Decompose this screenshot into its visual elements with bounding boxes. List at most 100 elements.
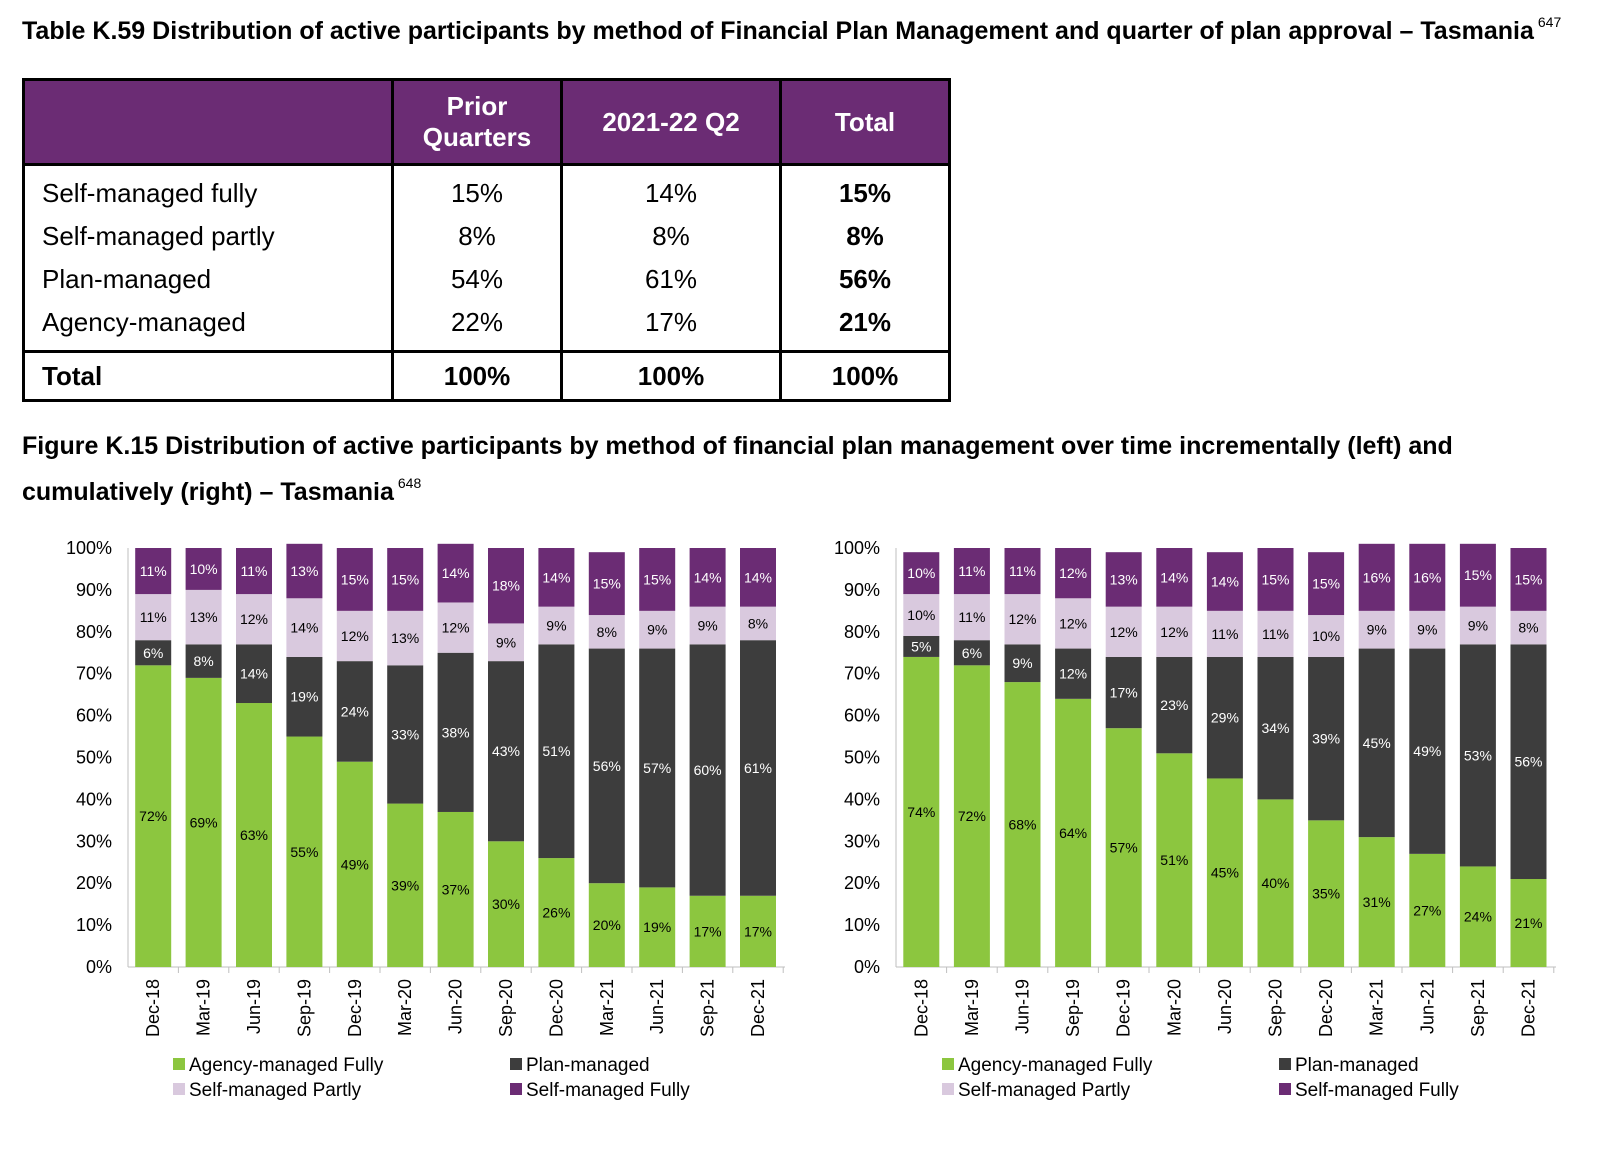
legend-swatch — [942, 1083, 954, 1095]
data-label: 14% — [442, 565, 470, 581]
figure-title-text: Figure K.15 Distribution of active parti… — [22, 432, 1453, 506]
data-label: 56% — [593, 758, 621, 774]
bar-segment — [286, 598, 323, 657]
data-label: 17% — [694, 923, 722, 939]
legend-swatch — [173, 1058, 185, 1070]
data-label: 12% — [1008, 611, 1036, 627]
data-label: 72% — [958, 808, 986, 824]
x-tick-label: Jun-21 — [1417, 979, 1437, 1034]
bar-segment — [488, 661, 524, 842]
y-tick-label: 80% — [844, 622, 880, 642]
bar-segment — [135, 640, 172, 666]
data-label: 14% — [542, 569, 570, 585]
data-label: 15% — [593, 576, 621, 592]
x-tick-label: Dec-21 — [748, 979, 768, 1037]
data-label: 12% — [240, 611, 268, 627]
bar-segment — [1257, 610, 1294, 657]
data-label: 43% — [492, 743, 520, 759]
bar-segment — [1257, 548, 1294, 611]
y-tick-label: 40% — [76, 789, 112, 809]
data-label: 12% — [1160, 624, 1188, 640]
data-label: 68% — [1008, 817, 1036, 833]
x-tick-label: Sep-19 — [294, 979, 314, 1037]
bar-segment — [387, 665, 424, 804]
bar-segment — [1156, 656, 1193, 754]
bar-segment — [336, 661, 373, 762]
data-label: 34% — [1261, 720, 1289, 736]
y-tick-label: 100% — [66, 538, 112, 558]
data-label: 16% — [1413, 569, 1441, 585]
data-label: 40% — [1261, 875, 1289, 891]
data-label: 55% — [290, 844, 318, 860]
bar-segment — [538, 606, 575, 645]
bar-segment — [953, 640, 990, 666]
bar-segment — [387, 610, 424, 666]
data-label: 8% — [597, 624, 617, 640]
bar-segment — [1004, 644, 1041, 683]
bar-segment — [1055, 648, 1092, 699]
data-label: 6% — [143, 645, 163, 661]
total-total: 100% — [779, 350, 951, 402]
data-label: 29% — [1211, 710, 1239, 726]
data-label: 23% — [1160, 697, 1188, 713]
data-label: 33% — [391, 726, 419, 742]
data-label: 13% — [391, 630, 419, 646]
y-tick-label: 30% — [844, 831, 880, 851]
bar-segment — [1257, 799, 1294, 967]
data-label: 14% — [290, 620, 318, 636]
x-tick-label: Mar-19 — [194, 979, 214, 1036]
legend-swatch — [1279, 1058, 1291, 1070]
bar-segment — [1206, 552, 1243, 611]
legend-label: Self-managed Fully — [1295, 1080, 1459, 1101]
y-tick-label: 10% — [844, 915, 880, 935]
bar-segment — [387, 803, 424, 967]
bar-segment — [953, 594, 990, 641]
bar-segment — [1206, 778, 1243, 967]
bar-segment — [639, 887, 676, 967]
cell-total: 21% — [779, 301, 951, 352]
bar-segment — [336, 610, 373, 662]
data-label: 16% — [1363, 569, 1391, 585]
bar-segment — [1358, 610, 1395, 649]
data-label: 38% — [442, 724, 470, 740]
x-tick-label: Sep-20 — [496, 979, 516, 1037]
data-label: 51% — [1160, 852, 1188, 868]
data-label: 45% — [1211, 865, 1239, 881]
y-tick-label: 90% — [844, 580, 880, 600]
cell-prior-quarters: 8% — [391, 215, 563, 258]
data-label: 8% — [193, 653, 213, 669]
bar-segment — [588, 883, 625, 967]
x-tick-label: Mar-19 — [962, 979, 982, 1036]
data-label: 35% — [1312, 886, 1340, 902]
bar-segment — [488, 841, 524, 967]
bar-segment — [1055, 698, 1092, 967]
bar-segment — [185, 644, 222, 678]
data-label: 15% — [1261, 571, 1289, 587]
data-label: 56% — [1514, 754, 1542, 770]
bar-segment — [1358, 543, 1395, 611]
data-label: 8% — [1518, 620, 1538, 636]
data-label: 9% — [1012, 655, 1032, 671]
table-title-text: Table K.59 Distribution of active partic… — [22, 17, 1534, 45]
data-label: 15% — [1514, 571, 1542, 587]
bar-segment — [538, 548, 575, 607]
data-label: 11% — [958, 563, 985, 579]
data-label: 17% — [1110, 685, 1138, 701]
bar-segment — [588, 552, 625, 616]
data-label: 45% — [1363, 735, 1391, 751]
row-label: Plan-managed — [22, 258, 394, 301]
data-label: 12% — [341, 628, 369, 644]
x-tick-label: Sep-19 — [1063, 979, 1083, 1037]
legend-label: Self-managed Partly — [189, 1080, 362, 1101]
bar-segment — [903, 552, 940, 595]
bar-segment — [1409, 648, 1446, 854]
data-label: 63% — [240, 827, 268, 843]
distribution-table: Prior Quarters 2021-22 Q2 Total Self-man… — [22, 78, 951, 402]
data-label: 15% — [1464, 567, 1492, 583]
table-footnote: 647 — [1537, 14, 1562, 30]
header-blank — [22, 78, 394, 166]
total-prior: 100% — [391, 350, 563, 402]
y-tick-label: 100% — [834, 538, 880, 558]
data-label: 17% — [744, 923, 772, 939]
